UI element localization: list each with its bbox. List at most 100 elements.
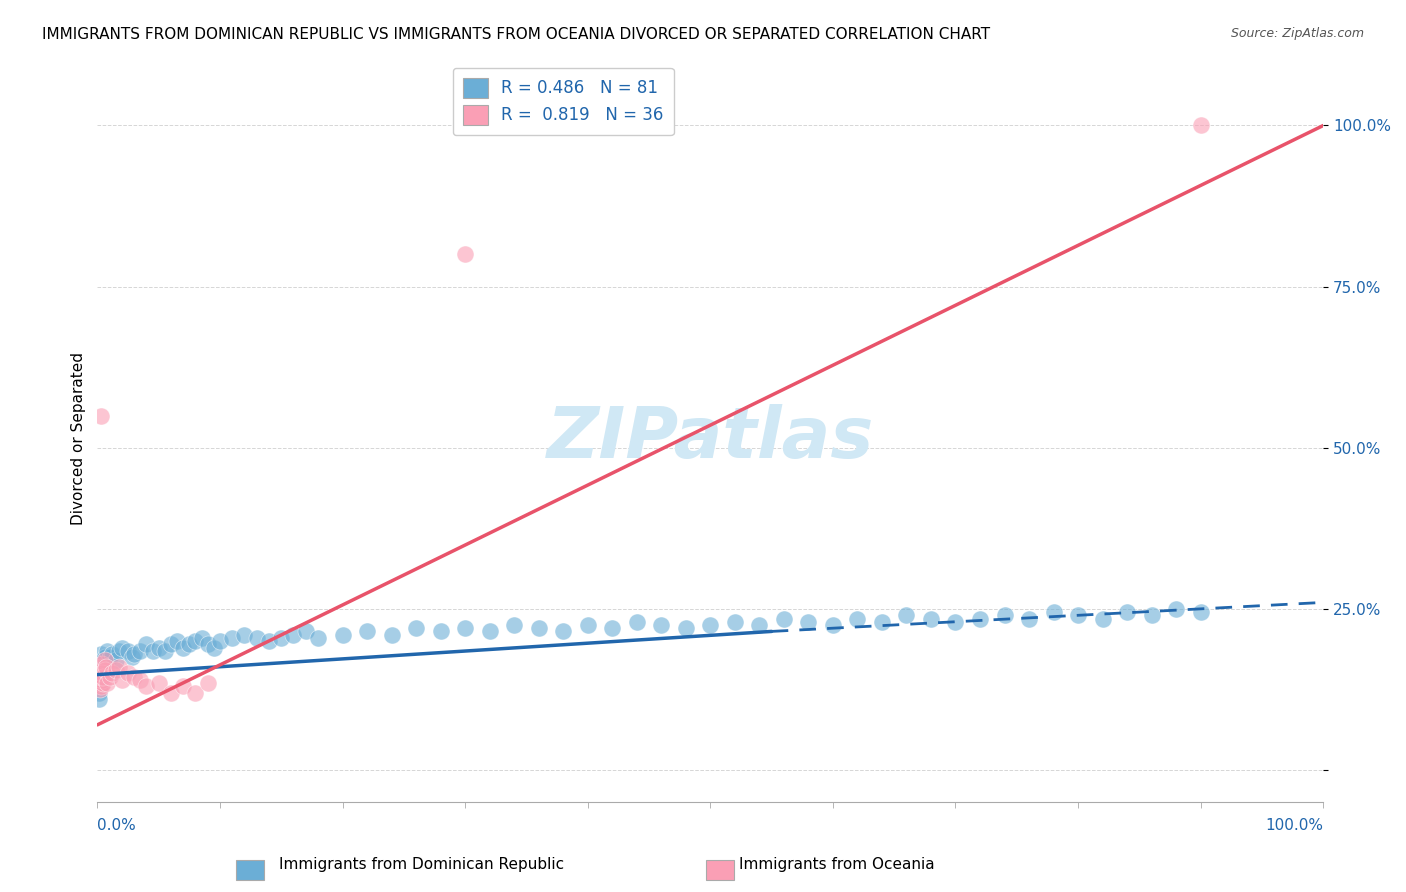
Point: [93, 657, 115, 671]
Point: [87, 673, 110, 687]
Point: [148, 676, 170, 690]
Point: [141, 644, 163, 658]
Point: [148, 640, 170, 655]
Point: [91, 663, 114, 677]
Point: [270, 631, 292, 645]
Point: [1189, 605, 1212, 619]
Point: [135, 637, 157, 651]
Point: [1140, 608, 1163, 623]
Text: ZIPatlas: ZIPatlas: [547, 403, 875, 473]
Point: [93, 653, 115, 667]
Point: [93, 663, 115, 677]
Point: [91, 673, 114, 687]
Point: [184, 686, 207, 700]
Text: 0.0%: 0.0%: [97, 818, 136, 833]
Text: Immigrants from Oceania: Immigrants from Oceania: [738, 857, 935, 872]
FancyBboxPatch shape: [236, 860, 264, 880]
Point: [356, 624, 378, 639]
Point: [294, 624, 316, 639]
Point: [454, 247, 477, 261]
Point: [104, 653, 127, 667]
Point: [748, 618, 770, 632]
Point: [93, 663, 115, 677]
Point: [98, 669, 121, 683]
Point: [846, 611, 869, 625]
Point: [90, 669, 112, 683]
Point: [179, 637, 201, 651]
Point: [246, 631, 269, 645]
Point: [96, 644, 118, 658]
Point: [208, 634, 231, 648]
Point: [129, 644, 152, 658]
Point: [104, 663, 127, 677]
Point: [724, 615, 747, 629]
Point: [381, 627, 404, 641]
Point: [1091, 611, 1114, 625]
Point: [429, 624, 451, 639]
Point: [332, 627, 354, 641]
Point: [93, 676, 115, 690]
Point: [233, 627, 256, 641]
Point: [101, 666, 124, 681]
Point: [773, 611, 796, 625]
Text: 100.0%: 100.0%: [1265, 818, 1323, 833]
Point: [307, 631, 329, 645]
Point: [527, 621, 550, 635]
Point: [108, 660, 131, 674]
Point: [190, 631, 212, 645]
Point: [121, 650, 143, 665]
Point: [503, 618, 526, 632]
Point: [93, 650, 115, 665]
Point: [91, 657, 114, 671]
Point: [90, 647, 112, 661]
Point: [675, 621, 697, 635]
Point: [87, 686, 110, 700]
Point: [91, 666, 114, 681]
Point: [699, 618, 721, 632]
Point: [93, 669, 115, 683]
Point: [1189, 119, 1212, 133]
Point: [993, 608, 1015, 623]
Point: [1067, 608, 1090, 623]
Point: [160, 686, 183, 700]
Y-axis label: Divorced or Separated: Divorced or Separated: [72, 351, 86, 524]
Point: [90, 679, 112, 693]
Point: [96, 676, 118, 690]
Text: IMMIGRANTS FROM DOMINICAN REPUBLIC VS IMMIGRANTS FROM OCEANIA DIVORCED OR SEPARA: IMMIGRANTS FROM DOMINICAN REPUBLIC VS IM…: [42, 27, 990, 42]
Point: [172, 679, 194, 693]
Point: [1116, 605, 1139, 619]
Point: [896, 608, 918, 623]
Point: [101, 647, 124, 661]
Point: [160, 637, 183, 651]
Point: [1042, 605, 1064, 619]
Point: [626, 615, 648, 629]
Point: [90, 679, 112, 693]
Point: [870, 615, 893, 629]
Point: [87, 676, 110, 690]
Point: [197, 676, 219, 690]
Point: [283, 627, 305, 641]
Point: [945, 615, 967, 629]
Text: Source: ZipAtlas.com: Source: ZipAtlas.com: [1230, 27, 1364, 40]
Point: [111, 673, 134, 687]
Point: [111, 640, 134, 655]
Point: [600, 621, 623, 635]
Point: [405, 621, 427, 635]
Point: [797, 615, 820, 629]
Point: [91, 669, 114, 683]
Point: [98, 650, 121, 665]
Point: [172, 640, 194, 655]
Legend: R = 0.486   N = 81, R =  0.819   N = 36: R = 0.486 N = 81, R = 0.819 N = 36: [453, 68, 673, 135]
Point: [89, 666, 111, 681]
Point: [94, 650, 117, 665]
Point: [184, 634, 207, 648]
Point: [89, 660, 111, 674]
Point: [89, 682, 111, 697]
Text: Immigrants from Dominican Republic: Immigrants from Dominican Republic: [280, 857, 564, 872]
Point: [821, 618, 844, 632]
Point: [94, 660, 117, 674]
Point: [122, 647, 145, 661]
Point: [153, 644, 176, 658]
Point: [650, 618, 672, 632]
Point: [969, 611, 991, 625]
